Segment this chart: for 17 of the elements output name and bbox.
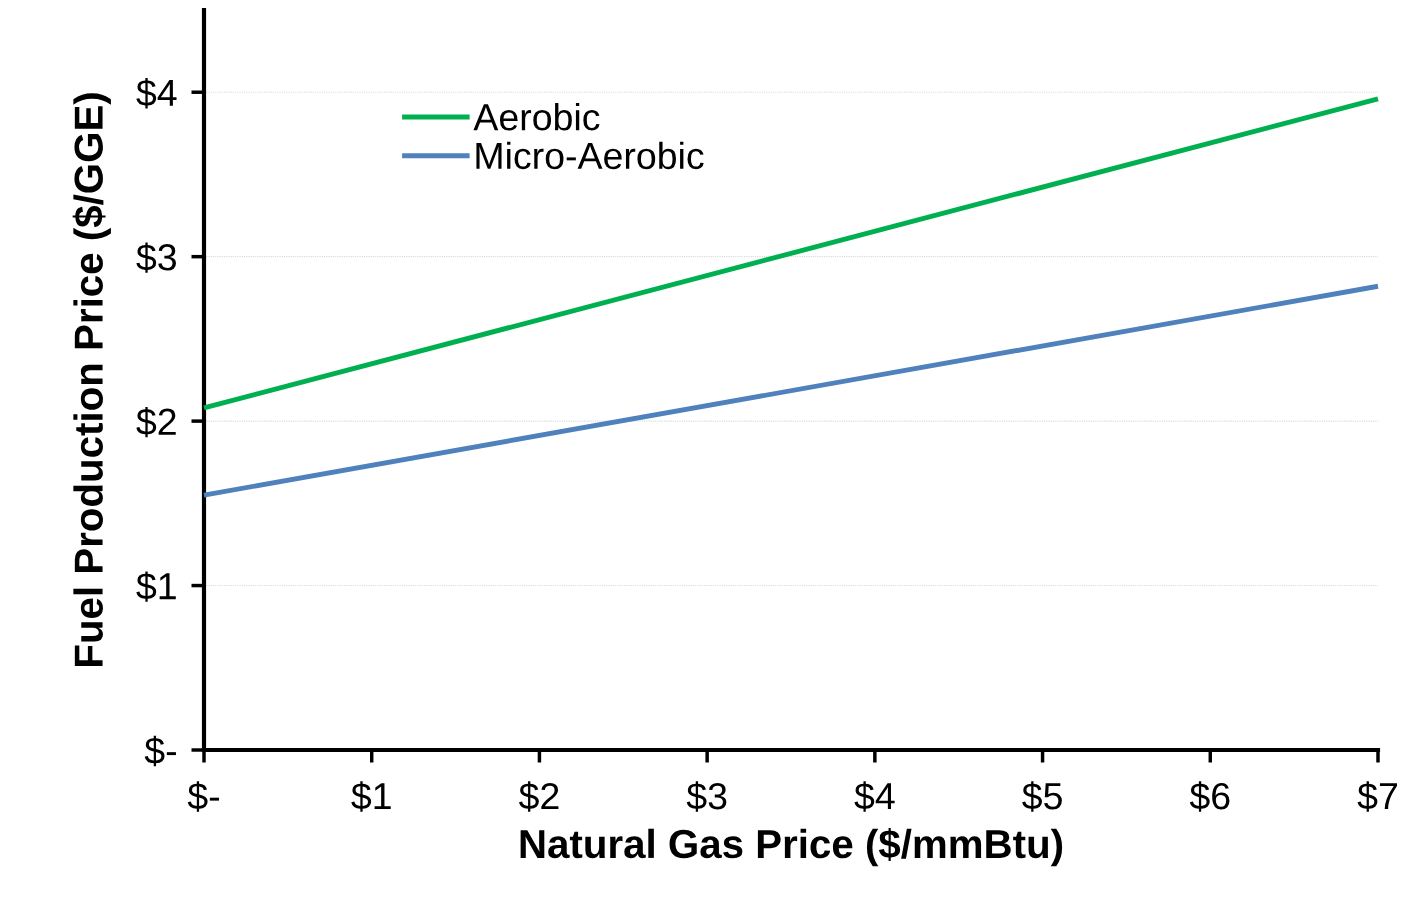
x-tick-label: $1 bbox=[351, 781, 391, 812]
legend-label: Aerobic bbox=[473, 102, 600, 131]
x-tick-label: $6 bbox=[1189, 781, 1230, 812]
x-tick-label: $7 bbox=[1357, 781, 1397, 812]
x-tick-label: $2 bbox=[518, 781, 559, 812]
x-axis-title: Natural Gas Price ($/mmBtu) bbox=[520, 828, 1063, 867]
x-tick-label: $- bbox=[187, 781, 220, 812]
y-tick-label: $4 bbox=[136, 78, 177, 109]
legend-label: Micro-Aerobic bbox=[476, 141, 704, 170]
y-tick-label: $3 bbox=[136, 242, 176, 273]
x-tick-label: $5 bbox=[1022, 781, 1062, 812]
y-axis-title: Fuel Production Price ($/GGE) bbox=[72, 93, 111, 666]
x-tick-label: $3 bbox=[686, 781, 727, 812]
y-tick-label: $1 bbox=[136, 571, 176, 602]
x-tick-label: $4 bbox=[854, 781, 895, 812]
y-tick-label: $2 bbox=[136, 406, 176, 438]
y-tick-label: $- bbox=[144, 735, 176, 767]
